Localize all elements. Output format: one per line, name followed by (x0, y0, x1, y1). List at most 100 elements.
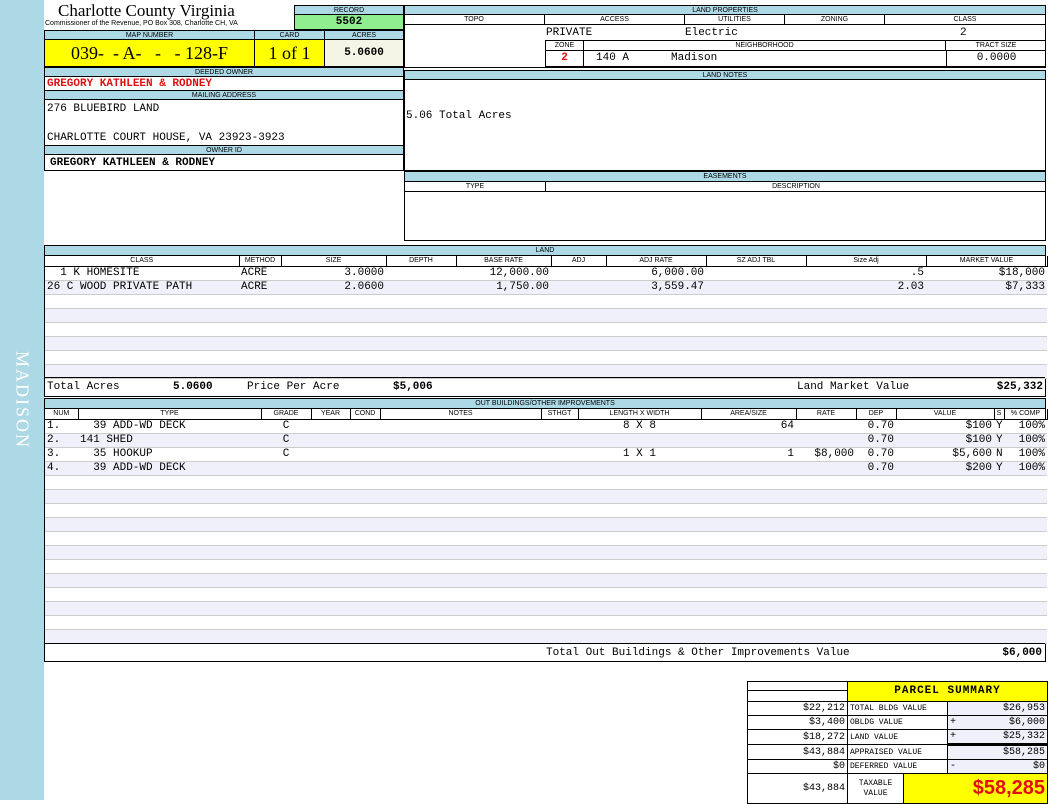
summary-value: $6,000 (1008, 717, 1045, 728)
table-row (45, 364, 1047, 379)
column-header-dep: DEP (856, 409, 897, 420)
cell-market-value (926, 350, 1047, 365)
land-properties-columns: TOPO ACCESS UTILITIES ZONING CLASS (404, 15, 1046, 25)
cell-market-value (926, 336, 1047, 351)
cell-length-width (578, 601, 701, 616)
cell-dep (856, 545, 896, 560)
summary-label: TOTAL BLDG VALUE (847, 701, 948, 716)
cell-class (45, 294, 239, 309)
cell-year (311, 517, 350, 532)
cell-num (45, 503, 78, 518)
cell-s (994, 489, 1004, 504)
cell-value: $100 (896, 433, 994, 448)
tract-size-value: 0.0000 (946, 51, 1046, 67)
cell-area-size: 64 (701, 419, 796, 434)
summary-prior-value: $43,884 (747, 744, 848, 760)
easements-panel: EASEMENTS TYPE DESCRIPTION (404, 171, 1046, 241)
table-row: 2. 141 SHED C 0.70 $100 Y 100% (45, 433, 1047, 448)
summary-operator: + (950, 717, 957, 728)
cell-method (239, 308, 281, 323)
cell-cond (350, 587, 380, 602)
cell-method (239, 322, 281, 337)
column-header-base-rate: BASE RATE (456, 256, 552, 267)
cell-num: 3. (45, 447, 78, 462)
outbuildings-total-label: Total Out Buildings & Other Improvements… (546, 647, 850, 659)
cell-class (45, 308, 239, 323)
cell-depth (386, 350, 456, 365)
cell-notes (380, 559, 541, 574)
cell-sz-adj-tbl (706, 308, 806, 323)
summary-prior-value: $18,272 (747, 729, 848, 745)
card-value: 1 of 1 (254, 39, 325, 67)
cell-cond (350, 517, 380, 532)
land-title: LAND (45, 246, 1045, 256)
cell-adj (551, 350, 606, 365)
cell-num (45, 489, 78, 504)
neighborhood-vertical-label: MADISON (12, 350, 33, 450)
cell-s (994, 587, 1004, 602)
cell-notes (380, 419, 541, 434)
cell-dep (856, 503, 896, 518)
cell-value: $200 (896, 461, 994, 476)
parcel-summary-title: PARCEL SUMMARY (847, 681, 1048, 702)
cell-year (311, 503, 350, 518)
price-per-acre-value: $5,006 (393, 381, 433, 393)
cell-sthgt (541, 433, 578, 448)
column-header-cond: COND (350, 409, 381, 420)
cell-base-rate (456, 364, 551, 379)
summary-operator: - (950, 761, 957, 772)
cell-area-size (701, 573, 796, 588)
cell-value (896, 573, 994, 588)
cell-depth (386, 364, 456, 379)
cell-type (78, 545, 261, 560)
cell-adj (551, 336, 606, 351)
cell-size-adj (806, 364, 926, 379)
cell-cond (350, 615, 380, 630)
deeded-owner-value: GREGORY KATHLEEN & RODNEY (44, 76, 404, 91)
cell-sz-adj-tbl (706, 294, 806, 309)
cell-dep (856, 559, 896, 574)
summary-label: OBLDG VALUE (847, 715, 948, 730)
cell-cond (350, 447, 380, 462)
cell-length-width (578, 503, 701, 518)
cell-notes (380, 433, 541, 448)
cell-comp (1004, 615, 1047, 630)
column-header-size: SIZE (281, 256, 387, 267)
land-notes-text: 5.06 Total Acres (406, 110, 512, 122)
cell-notes (380, 587, 541, 602)
cell-dep: 0.70 (856, 461, 896, 476)
outbuildings-table: NUM TYPE GRADE YEAR COND NOTES STHGT LENGTH X W… (45, 409, 1048, 644)
cell-area-size (701, 531, 796, 546)
land-market-value-label: Land Market Value (797, 381, 910, 393)
cell-year (311, 447, 350, 462)
cell-notes (380, 629, 541, 644)
cell-grade (261, 517, 311, 532)
cell-depth (386, 294, 456, 309)
cell-cond (350, 489, 380, 504)
cell-comp: 100% (1004, 433, 1047, 448)
cell-year (311, 601, 350, 616)
cell-year (311, 489, 350, 504)
cell-type (78, 573, 261, 588)
cell-method (239, 336, 281, 351)
cell-year (311, 461, 350, 476)
cell-area-size (701, 517, 796, 532)
cell-sthgt (541, 545, 578, 560)
cell-type (78, 559, 261, 574)
cell-rate (796, 531, 856, 546)
land-panel: LAND CLASS METHOD SIZE DEPTH BASE RATE ADJ ADJ… (44, 245, 1048, 397)
column-header-depth: DEPTH (386, 256, 457, 267)
cell-type (78, 475, 261, 490)
class-value: 2 (960, 27, 967, 39)
table-row (45, 573, 1047, 588)
cell-s (994, 545, 1004, 560)
column-header-adj: ADJ (551, 256, 607, 267)
cell-sthgt (541, 503, 578, 518)
cell-num (45, 573, 78, 588)
cell-sthgt (541, 559, 578, 574)
cell-num (45, 517, 78, 532)
cell-value (896, 489, 994, 504)
neighborhood-value: Madison (671, 52, 718, 64)
column-header-rate: RATE (796, 409, 857, 420)
cell-adj-rate (606, 322, 706, 337)
